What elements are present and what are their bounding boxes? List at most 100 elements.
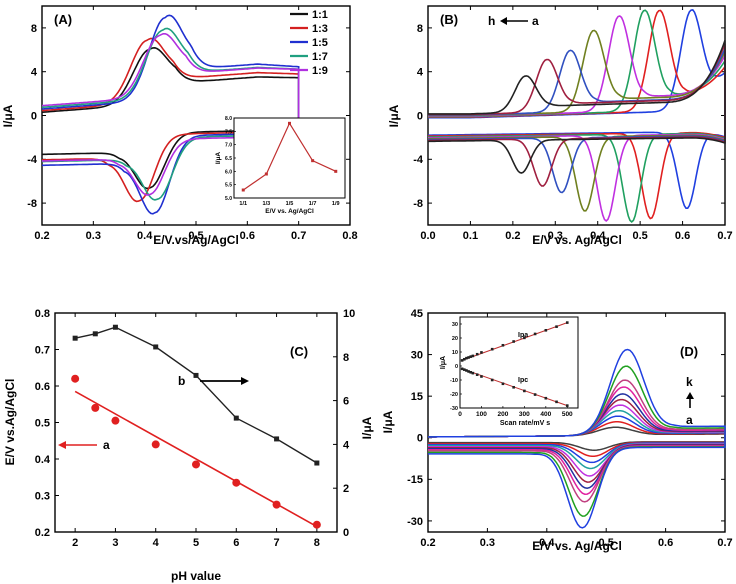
inset-point-Ipc [471,371,475,375]
inset-point-Ipa [465,356,468,360]
inset-y-axis-label: I/μA [215,152,222,165]
inset-y-tick-label: 7.0 [225,143,232,149]
x-tick-label: 0.8 [342,230,357,242]
x-tick-label: 0.6 [658,537,673,549]
y-tick-label: 0 [31,110,37,122]
x-tick-label: 0.3 [480,537,495,549]
inset-point [288,121,291,125]
x-tick-label: 7 [274,537,280,549]
series-b-point [92,331,98,337]
inset-point-Ipa [523,336,526,340]
inset-point-Ipc [475,373,479,376]
inset-y-tick-label: -20 [450,392,458,398]
inset-y-tick-label: 8.0 [225,116,232,122]
series-b-point [233,415,239,421]
inset-point-Ipc [501,382,505,386]
y-axis-label: I/μA [381,410,395,433]
legend-label: 1:9 [312,65,328,77]
y-tick-label: 8 [31,23,37,35]
panel-c: 2 3 4 5 6 7 8 0.2 0.3 0.4 0.5 0.6 0.7 0.8 0 2 4 6 8 10 (C) E/… [3,308,374,583]
inset-y-tick-label: 10 [452,350,458,356]
x-axis-label: E/V vs. Ag/AgCl [532,539,622,553]
inset-y-tick-label: 5.5 [225,183,232,189]
series-a-point [111,416,120,425]
series-a-point [232,478,241,487]
panel-tag: (D) [680,344,698,359]
x-tick-label: 0.5 [188,230,203,242]
series-b-line [74,326,318,464]
inset-point-Ipa [501,343,505,347]
series-a-fit-line [74,390,318,528]
x-tick-label: 0.2 [34,230,49,242]
y-tick-label: -4 [27,154,38,166]
cv-curve-0 [428,9,726,209]
cv-curve-7 [428,40,726,174]
inset-y-tick-label: 0 [455,364,458,370]
y-tick-label: 0.3 [35,490,50,502]
inset-point-Ipc [480,375,483,378]
plot-frame [427,312,726,533]
annotation-a: a [532,14,539,28]
annotation-h: h [488,14,495,28]
inset-x-tick-label: 1/3 [263,201,271,207]
inset-point-Ipa [462,357,466,361]
legend-label: 1:7 [312,51,328,63]
inset-point-Ipc [544,396,548,400]
panel-tag: (B) [440,12,458,27]
x-tick-label: 0.2 [505,230,520,242]
cv-curve-5 [428,48,726,194]
y-tick-label: 0.6 [35,381,50,393]
inset-point-Ipa [469,355,473,358]
inset-y-tick-label: -30 [450,406,458,412]
x-axis-label: E/V vs. Ag/AgCl [532,233,622,247]
inset-point-Ipa [460,359,464,362]
y-tick-label: 0.5 [35,417,50,429]
series-a-point [192,460,200,469]
inset-point-Ipc [462,368,466,371]
series-b-point [153,344,159,350]
x-tick-label: 0.3 [86,230,101,242]
y-right-tick-label: 4 [343,439,350,451]
cv-curve-1-9 [41,33,300,196]
x-tick-label: 0.6 [240,230,255,242]
annotation-arrowhead [500,17,507,25]
inset-point-Ipa [565,321,569,324]
inset-label-ipa: Ipa [518,332,528,339]
x-tick-label: 0.3 [548,230,563,242]
cv-curve-2 [428,415,726,464]
inset-point [311,159,315,163]
inset-y-tick-label: 20 [452,336,458,342]
inset-frame [459,316,579,409]
y-tick-label: 45 [411,308,423,320]
inset-point-Ipc [490,378,494,382]
inset-point-Ipc [523,389,526,393]
inset-x-tick-label: 1/1 [239,201,247,207]
x-tick-label: 0.0 [420,230,435,242]
x-tick-label: 0.5 [632,230,647,242]
inset-point-Ipa [475,352,479,356]
series-a-point [91,403,100,412]
inset-point [241,188,245,192]
y-tick-label: -4 [413,154,424,166]
y-tick-label: -15 [407,474,423,486]
inset-label-ipc: Ipc [518,377,528,384]
inset-point [334,169,338,173]
inset-x-tick-label: 400 [540,411,551,418]
cv-curve-3 [428,409,726,470]
y-tick-label: 0.4 [35,454,51,466]
x-tick-label: 3 [112,537,118,549]
y-right-tick-label: 0 [343,527,349,539]
y-tick-label: 0.8 [35,308,50,320]
inset-x-tick-label: 0 [458,411,462,418]
x-tick-label: 2 [72,537,78,549]
y-right-tick-label: 8 [343,352,349,364]
series-b-point [193,372,199,378]
series-a-point [312,520,321,529]
inset-point-Ipa [544,329,548,332]
y-axis-label: I/μA [1,104,15,127]
y-tick-label: 4 [31,67,38,79]
inset-x-axis-label: Scan rate/mV s [500,420,550,427]
inset-x-tick-label: 500 [562,411,573,418]
series-a-label: a [103,438,110,452]
